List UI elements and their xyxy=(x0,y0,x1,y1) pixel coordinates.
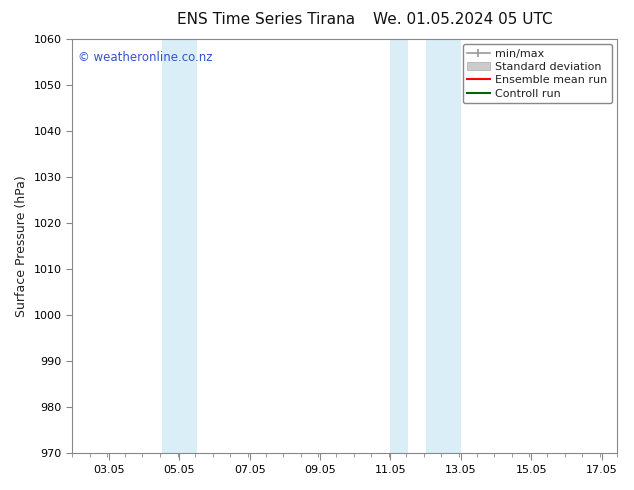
Bar xyxy=(425,39,461,453)
Text: We. 01.05.2024 05 UTC: We. 01.05.2024 05 UTC xyxy=(373,12,553,27)
Legend: min/max, Standard deviation, Ensemble mean run, Controll run: min/max, Standard deviation, Ensemble me… xyxy=(463,44,612,103)
Text: © weatheronline.co.nz: © weatheronline.co.nz xyxy=(77,51,212,64)
Bar xyxy=(179,39,197,453)
Y-axis label: Surface Pressure (hPa): Surface Pressure (hPa) xyxy=(15,175,28,317)
Text: ENS Time Series Tirana: ENS Time Series Tirana xyxy=(178,12,355,27)
Bar xyxy=(162,39,179,453)
Bar xyxy=(391,39,408,453)
